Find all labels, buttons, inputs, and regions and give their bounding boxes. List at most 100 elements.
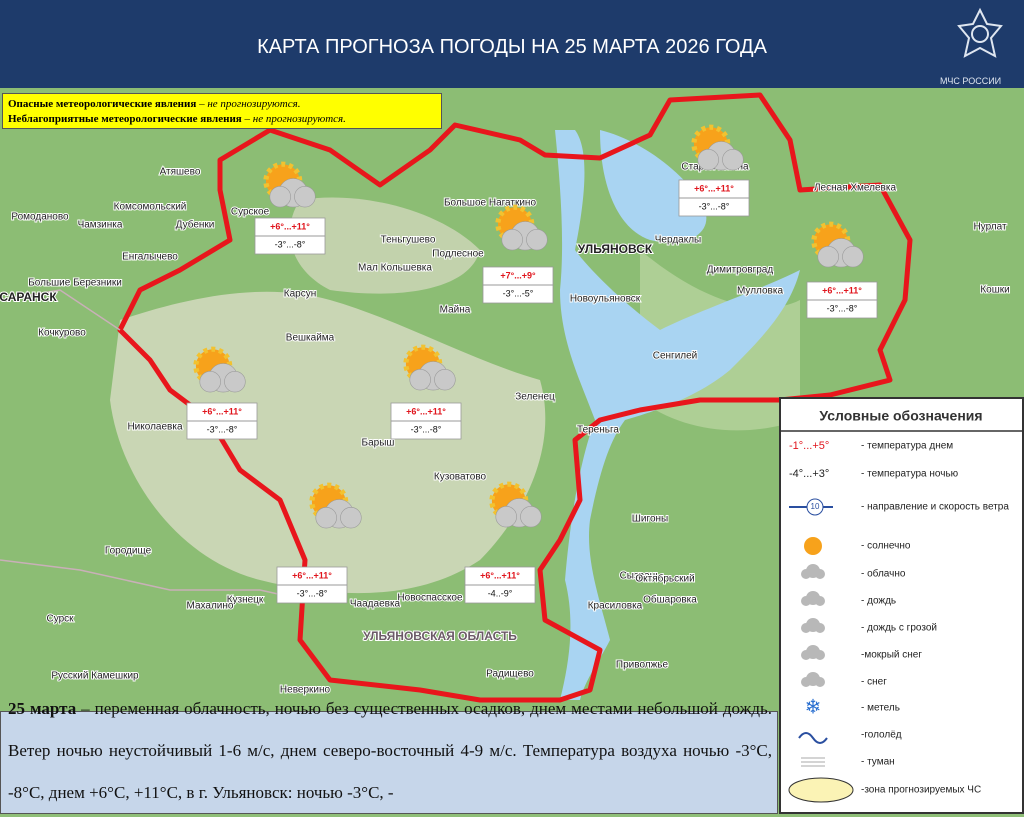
place-label: Кузоватово <box>434 472 487 483</box>
legend-icon <box>815 569 825 579</box>
warning-status: – не прогнозируются. <box>241 113 346 125</box>
legend-label: - облачно <box>861 568 906 580</box>
legend-label: - температура ночью <box>861 469 959 480</box>
legend-icon <box>798 732 828 744</box>
place-label: Вешкайма <box>286 333 335 344</box>
lowland <box>290 197 480 294</box>
legend-icon <box>815 596 825 606</box>
legend-label: - дождь <box>861 596 896 607</box>
legend-icon <box>801 623 811 633</box>
warning-label: Неблагоприятные метеорологические явлени… <box>8 113 242 125</box>
place-label: Кузнецк <box>227 595 264 606</box>
road <box>0 289 306 601</box>
cloud <box>817 246 839 268</box>
place-label: Димитровград <box>707 265 774 276</box>
legend-icon <box>815 650 825 660</box>
warning: Опасные метеорологические явления – не п… <box>8 97 441 112</box>
legend-icon <box>815 677 825 687</box>
place-label: САРАНСК <box>0 290 57 304</box>
legend-label: - дождь с грозой <box>861 623 937 634</box>
legend-label: - солнечно <box>861 541 911 552</box>
summary-text: – переменная облачность, ночью без сущес… <box>8 699 772 802</box>
place-label: Комсомольский <box>114 202 187 213</box>
legend-icon <box>801 596 811 606</box>
legend: Условные обозначения - температура днем -1… <box>779 397 1024 814</box>
place-label: Красиловка <box>588 601 643 612</box>
warning-label: Опасные метеорологические явления <box>8 98 197 110</box>
legend-icon <box>801 650 811 660</box>
place-label: Подлесное <box>432 249 484 260</box>
forecast-day: +6°...+11° <box>406 406 446 416</box>
place-label: Шигоны <box>632 514 668 525</box>
place-label: Зеленец <box>515 392 555 403</box>
forecast-day: +6°...+11° <box>202 406 242 416</box>
cloud <box>315 507 337 529</box>
forecast-day: +7°...+9° <box>500 270 536 280</box>
summary-date: 25 марта <box>8 699 77 718</box>
place-label: Махалино <box>187 601 234 612</box>
place-label: Приволжье <box>616 660 669 671</box>
place-label: Сенгилей <box>653 351 698 362</box>
summary: 25 марта – переменная облачность, ночью … <box>8 688 772 814</box>
place-label: Большие Березники <box>28 278 122 289</box>
cloud <box>501 229 523 251</box>
forecast-night: -3°...-8° <box>827 303 858 313</box>
legend-label: - туман <box>861 757 895 768</box>
warning: Неблагоприятные метеорологические явлени… <box>8 112 441 127</box>
legend-label: - снег <box>861 677 887 688</box>
place-label: Обшаровка <box>643 594 697 606</box>
legend-label: -мокрый снег <box>861 650 922 661</box>
cloud <box>224 371 246 393</box>
place-label: Октябрьский <box>635 573 694 585</box>
cloud <box>340 507 362 529</box>
legend-label: - метель <box>861 703 900 714</box>
cloud <box>294 186 316 208</box>
forecast-night: -3°...-8° <box>699 201 730 211</box>
place-label: Мал Кольшевка <box>358 263 432 274</box>
forecast-day: +6°...+11° <box>270 221 310 231</box>
wind-speed: 10 <box>811 502 820 511</box>
cloud <box>697 149 719 171</box>
forecast-night: -3°...-5° <box>503 288 534 298</box>
place-label: Теньгушево <box>381 235 436 246</box>
warning-status: – не прогнозируются. <box>196 98 301 110</box>
legend-icon <box>801 677 811 687</box>
place-label: Атяшево <box>160 167 201 178</box>
wind-circle <box>806 498 824 516</box>
forecast-night: -3°...-8° <box>207 424 238 434</box>
volga-river <box>555 130 800 700</box>
cloud <box>526 229 548 251</box>
legend-sample: -1°...+5° <box>789 440 829 452</box>
logo-emblem <box>957 7 1003 58</box>
legend-label: - направление и скорость ветра <box>861 502 1009 513</box>
forecast-day: +6°...+11° <box>822 285 862 295</box>
legend-icon <box>815 623 825 633</box>
place-label: Нурлат <box>973 222 1007 233</box>
cloud <box>722 149 744 171</box>
legend-title: Условные обозначения <box>819 408 982 424</box>
place-label: Барыш <box>362 438 395 449</box>
place-label: Майна <box>440 305 471 316</box>
forecast-night: -3°...-8° <box>297 588 328 598</box>
place-label: Сурск <box>46 614 74 625</box>
forecast-day: +6°...+11° <box>292 570 332 580</box>
forecast-night: -4..-9° <box>488 588 513 598</box>
place-label: Новоспасское <box>397 593 463 604</box>
legend-canvas: Условные обозначения - температура днем -1… <box>781 408 1022 803</box>
place-label: Сызрань <box>620 571 661 582</box>
legend-label: - температура днем <box>861 441 953 452</box>
cloud <box>842 246 864 268</box>
legend-label: -гололёд <box>861 730 902 741</box>
place-label: Кочкурово <box>38 328 86 339</box>
logo-text: МЧС РОССИИ <box>940 76 1002 86</box>
summary-box <box>0 711 778 814</box>
place-label: Карсун <box>284 289 316 300</box>
header-title: КАРТА ПРОГНОЗА ПОГОДЫ НА 25 МАРТА 2026 Г… <box>257 36 767 58</box>
cloud <box>520 506 542 528</box>
place-label: Чамзинка <box>78 220 123 231</box>
forecast-day: +6°...+11° <box>694 183 734 193</box>
place-label: Тереньга <box>577 425 619 436</box>
place-label: Чердаклы <box>655 235 701 246</box>
place-label: Неверкино <box>280 685 331 696</box>
